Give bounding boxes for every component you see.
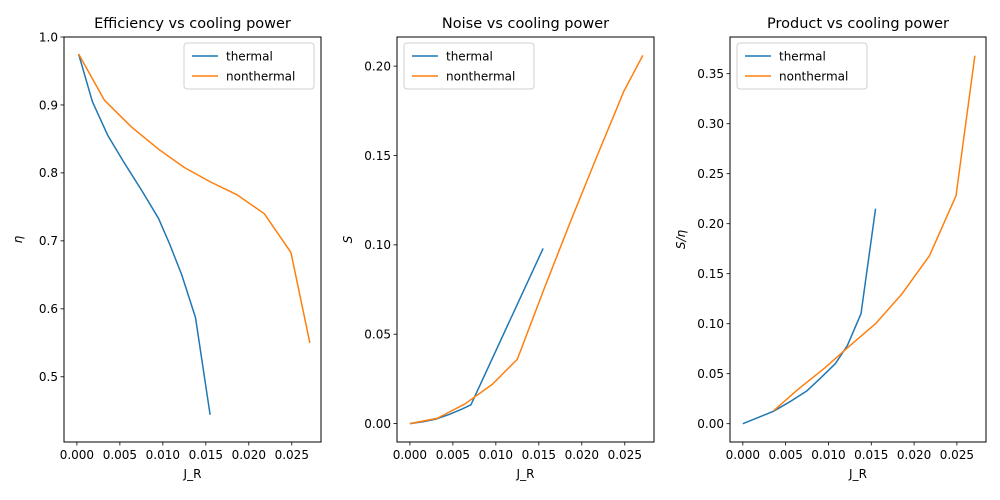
y-tick-label: 0.05: [697, 367, 724, 381]
x-tick-label: 0.010: [811, 448, 845, 462]
x-tick-label: 0.020: [897, 448, 931, 462]
series-line-thermal: [409, 248, 544, 425]
chart-title: Noise vs cooling power: [442, 16, 609, 32]
x-tick-label: 0.010: [479, 448, 513, 462]
y-tick-label: 0.15: [364, 149, 391, 163]
y-tick-label: 0.8: [39, 166, 58, 180]
x-tick-label: 0.015: [522, 448, 556, 462]
y-tick-label: 0.6: [39, 302, 58, 316]
y-tick-label: 0.7: [39, 234, 58, 248]
y-axis-label: S: [341, 235, 355, 243]
legend-label-nonthermal: nonthermal: [226, 69, 295, 83]
y-tick-label: 0.20: [364, 59, 391, 73]
y-tick-label: 0.25: [697, 167, 724, 181]
legend-box: [403, 42, 535, 90]
x-tick-label: 0.005: [436, 448, 470, 462]
series-line-nonthermal: [409, 55, 644, 425]
legend-box: [183, 42, 315, 90]
legend-label-thermal: thermal: [446, 49, 493, 63]
x-tick-label: 0.010: [146, 448, 180, 462]
y-tick-label: 0.05: [364, 328, 391, 342]
y-tick-label: 0.5: [39, 370, 58, 384]
series-line-thermal: [77, 53, 211, 415]
x-tick-label: 0.025: [275, 448, 309, 462]
y-tick-label: 0.30: [697, 117, 724, 131]
legend: thermal nonthermal: [183, 42, 315, 90]
legend-label-nonthermal: nonthermal: [446, 69, 515, 83]
legend-label-nonthermal: nonthermal: [779, 69, 848, 83]
series-line-nonthermal: [77, 53, 311, 343]
x-axis-label: J_R: [516, 467, 535, 481]
chart-panel-3: 0.000 0.005 0.010 0.015 0.020 0.025 0.00 0.05 0.…: [674, 16, 987, 481]
x-tick-label: 0.020: [565, 448, 599, 462]
chart-title: Efficiency vs cooling power: [94, 16, 291, 32]
plot-frame: [396, 36, 655, 443]
x-tick-label: 0.015: [854, 448, 888, 462]
chart-panel-2: 0.000 0.005 0.010 0.015 0.020 0.025 0.00 0.05 0.…: [341, 16, 655, 481]
x-tick-label: 0.000: [726, 448, 760, 462]
x-tick-label: 0.005: [103, 448, 137, 462]
series-line-thermal: [742, 208, 877, 425]
y-tick-label: 0.10: [697, 317, 724, 331]
y-tick-label: 1.0: [39, 30, 58, 44]
x-axis-label: J_R: [183, 467, 202, 481]
chart-panel-1: 0.000 0.005 0.010 0.015 0.020 0.025 0.5 0.6 0.7 0…: [11, 16, 322, 481]
y-tick-label: 0.9: [39, 98, 58, 112]
legend-label-thermal: thermal: [226, 49, 273, 63]
x-tick-label: 0.005: [768, 448, 802, 462]
y-tick-label: 0.00: [364, 417, 391, 431]
y-tick-label: 0.15: [697, 267, 724, 281]
chart-title: Product vs cooling power: [767, 16, 949, 32]
y-tick-label: 0.35: [697, 67, 724, 81]
x-tick-label: 0.000: [393, 448, 427, 462]
series-line-nonthermal: [773, 55, 976, 412]
x-tick-label: 0.025: [940, 448, 974, 462]
plot-frame: [63, 36, 322, 443]
x-tick-label: 0.020: [232, 448, 266, 462]
x-tick-label: 0.015: [189, 448, 223, 462]
x-tick-label: 0.025: [608, 448, 642, 462]
y-tick-label: 0.10: [364, 238, 391, 252]
y-tick-label: 0.20: [697, 217, 724, 231]
legend: thermal nonthermal: [403, 42, 535, 90]
y-axis-label: η: [11, 235, 25, 243]
plot-frame: [729, 36, 987, 443]
legend: thermal nonthermal: [736, 42, 868, 90]
y-axis-label: S/η: [674, 229, 688, 249]
x-tick-label: 0.000: [60, 448, 94, 462]
legend-box: [736, 42, 868, 90]
x-axis-label: J_R: [848, 467, 867, 481]
y-tick-label: 0.00: [697, 417, 724, 431]
legend-label-thermal: thermal: [779, 49, 826, 63]
